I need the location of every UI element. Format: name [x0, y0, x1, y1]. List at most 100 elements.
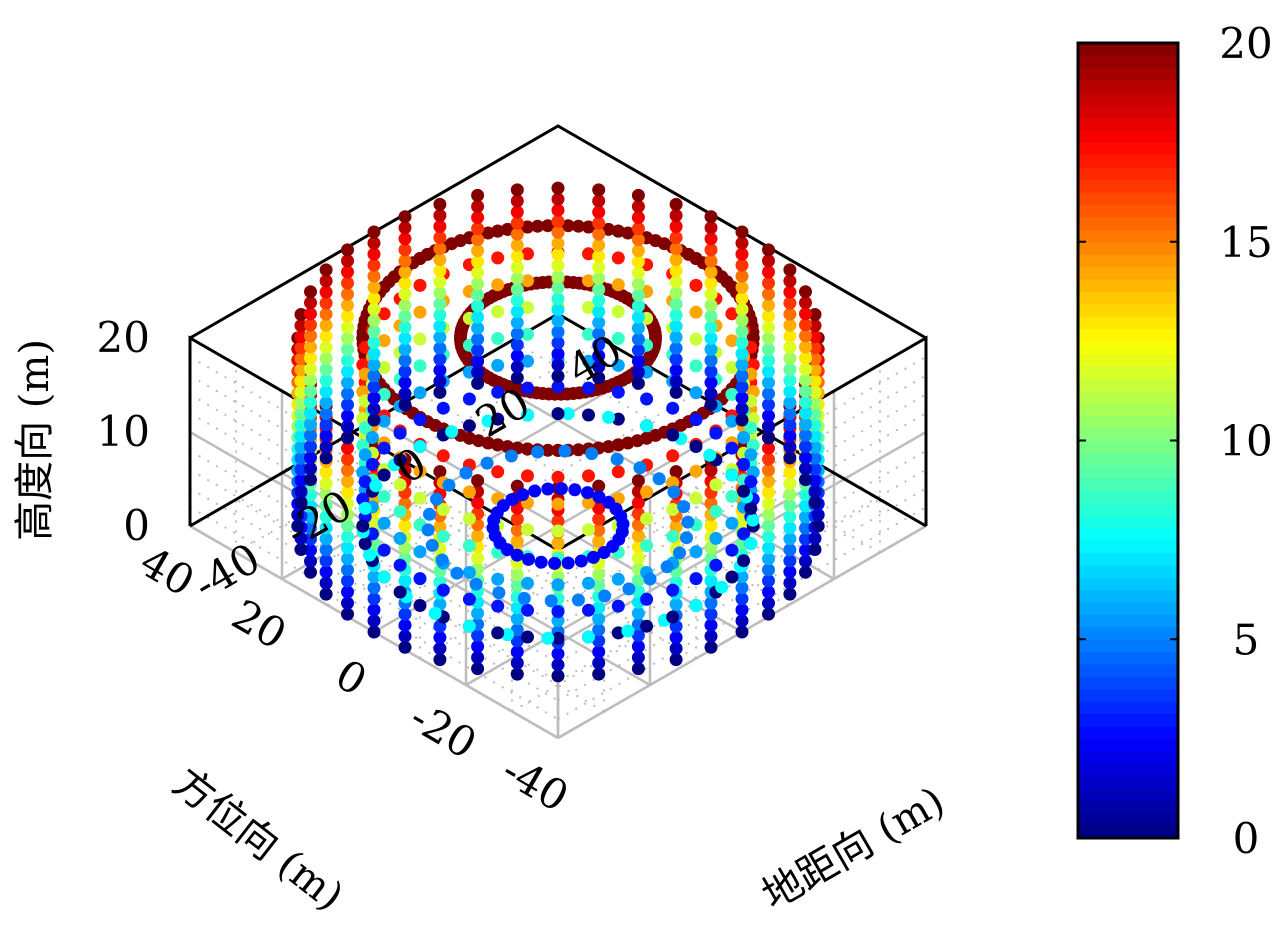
- data-point: [725, 441, 739, 455]
- data-point: [398, 210, 412, 224]
- data-point: [735, 625, 749, 639]
- colorbar-tick-label: 10: [1219, 417, 1272, 466]
- data-point: [341, 441, 354, 455]
- data-point: [592, 501, 606, 515]
- data-point: [633, 461, 647, 475]
- data-point: [471, 321, 485, 335]
- data-point: [462, 619, 476, 633]
- data-point: [744, 537, 758, 551]
- data-point: [611, 332, 625, 345]
- data-point: [358, 475, 372, 489]
- data-point: [551, 578, 565, 592]
- data-point: [471, 496, 485, 510]
- data-point: [744, 501, 758, 515]
- data-point: [319, 407, 333, 421]
- data-point: [669, 374, 683, 388]
- data-point: [640, 539, 654, 553]
- data-point: [551, 247, 565, 261]
- data-point: [669, 597, 683, 611]
- data-point: [471, 376, 485, 390]
- top-front-edge: [189, 124, 927, 340]
- data-point: [491, 626, 505, 640]
- data-point: [319, 374, 333, 387]
- data-point: [783, 440, 797, 454]
- data-point: [433, 220, 447, 233]
- data-point: [377, 334, 391, 348]
- data-point: [582, 576, 595, 590]
- colorbar-segment: [1078, 738, 1178, 752]
- data-point: [304, 440, 317, 453]
- wall-minor-gridline: [189, 374, 559, 589]
- data-point: [367, 402, 381, 416]
- data-point: [423, 507, 436, 521]
- colorbar-segment: [1078, 378, 1178, 392]
- data-point: [582, 220, 595, 234]
- data-point: [393, 531, 407, 545]
- data-point: [436, 401, 450, 415]
- data-point: [808, 396, 822, 410]
- colorbar-segment: [1078, 80, 1178, 94]
- colorbar-segment: [1078, 105, 1178, 119]
- data-point: [762, 463, 775, 477]
- data-point: [492, 586, 506, 600]
- data-point: [304, 307, 317, 321]
- data-point: [367, 291, 381, 305]
- data-point: [631, 310, 645, 324]
- data-point: [611, 412, 625, 426]
- data-point: [799, 473, 812, 487]
- data-point: [398, 607, 412, 621]
- data-point: [631, 573, 645, 587]
- data-point: [471, 266, 485, 280]
- data-point: [808, 308, 822, 321]
- data-point: [510, 579, 524, 593]
- data-point: [510, 316, 524, 330]
- data-point: [319, 396, 333, 410]
- colorbar-segment: [1078, 763, 1178, 777]
- data-point: [704, 331, 718, 345]
- data-point: [459, 466, 473, 480]
- data-point: [398, 298, 412, 312]
- z-axis-label: 高度向 (m): [12, 339, 58, 541]
- data-point: [294, 473, 308, 487]
- data-point: [762, 441, 775, 455]
- data-point: [436, 529, 450, 543]
- data-point: [689, 278, 703, 292]
- data-point: [652, 472, 666, 486]
- data-point: [367, 247, 381, 261]
- data-point: [510, 283, 524, 296]
- data-point: [367, 570, 381, 584]
- data-point: [799, 428, 812, 442]
- data-point: [471, 288, 485, 302]
- colorbar-segment: [1078, 229, 1178, 243]
- data-point: [762, 552, 775, 566]
- data-point: [592, 327, 606, 341]
- data-point: [491, 332, 505, 345]
- colorbar-segment: [1078, 365, 1178, 379]
- colorbar-segment: [1078, 688, 1178, 702]
- data-point: [783, 396, 797, 410]
- data-point: [491, 278, 505, 292]
- data-point: [680, 531, 693, 545]
- data-point: [398, 398, 412, 412]
- data-point: [510, 260, 524, 274]
- data-point: [521, 381, 534, 395]
- data-point: [341, 563, 354, 577]
- z-tick-label: 0: [123, 501, 150, 550]
- data-point: [433, 197, 447, 211]
- data-point: [783, 363, 797, 376]
- data-point: [551, 314, 565, 328]
- data-point: [704, 574, 718, 588]
- data-point: [673, 546, 686, 560]
- data-point: [367, 280, 381, 294]
- data-point: [551, 325, 565, 339]
- floor-minor-gridline: [327, 392, 697, 607]
- data-point: [304, 285, 317, 299]
- data-point: [704, 276, 718, 290]
- colorbar-segment: [1078, 539, 1178, 553]
- colorbar-tick-label: 5: [1233, 615, 1260, 664]
- colorbar-segment: [1078, 589, 1178, 603]
- data-point: [551, 203, 565, 217]
- data-point: [430, 492, 443, 506]
- data-point: [341, 398, 354, 412]
- data-point: [725, 490, 739, 503]
